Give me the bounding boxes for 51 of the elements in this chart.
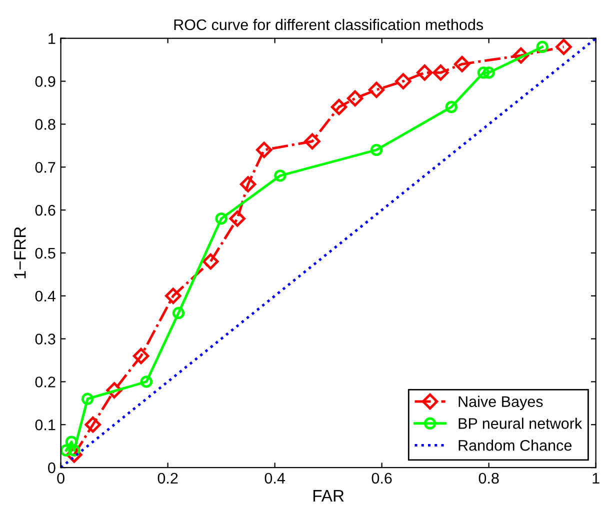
x-tick-label: 0.6	[372, 472, 392, 484]
point	[330, 98, 348, 116]
point	[65, 436, 78, 448]
point	[556, 38, 572, 56]
legend-label: BP neural network	[458, 418, 582, 429]
y-tick-label: 0	[48, 462, 56, 474]
x-tick-label: 0	[57, 472, 64, 484]
y-tick-label: 0.1	[35, 420, 56, 430]
point	[202, 253, 219, 270]
point	[165, 288, 182, 304]
y-tick-label: 0.5	[35, 248, 56, 259]
x-tick-label: 0.2	[158, 472, 178, 484]
point	[240, 176, 256, 192]
point	[60, 444, 72, 457]
point	[395, 73, 412, 90]
point	[477, 66, 490, 79]
point	[346, 90, 364, 107]
y-tick-label: 1	[48, 33, 56, 44]
point	[368, 82, 385, 98]
point	[454, 56, 470, 72]
point	[229, 210, 246, 227]
y-tick-label: 0.2	[35, 376, 56, 388]
x-tick-label: 1	[592, 472, 600, 484]
point	[432, 64, 449, 81]
point	[256, 142, 272, 158]
legend-label: Naive Bayes	[458, 396, 543, 410]
chart-title: ROC curve for different classification methods	[174, 18, 484, 30]
point	[304, 133, 320, 150]
point	[416, 64, 433, 81]
point	[172, 306, 185, 320]
y-tick-label: 0.6	[35, 204, 56, 216]
point	[81, 392, 94, 405]
point	[482, 66, 495, 79]
point	[445, 100, 458, 114]
x-axis-title: FAR	[313, 490, 344, 502]
point	[84, 416, 102, 433]
x-tick-label: 0.4	[264, 472, 285, 484]
y-tick-label: 0.9	[35, 76, 56, 87]
point	[536, 40, 548, 54]
legend-label: Random Chance	[458, 440, 572, 451]
point	[132, 348, 150, 364]
point	[215, 212, 228, 225]
y-tick-label: 0.3	[35, 334, 56, 344]
y-axis-title: 1−FRR	[14, 227, 26, 278]
y-tick-label: 0.4	[35, 290, 56, 302]
y-tick-label: 0.7	[35, 162, 56, 173]
x-tick-label: 0.8	[478, 472, 499, 484]
y-tick-label: 0.8	[35, 119, 56, 130]
point	[140, 376, 153, 388]
point	[370, 144, 383, 156]
point	[274, 170, 286, 182]
